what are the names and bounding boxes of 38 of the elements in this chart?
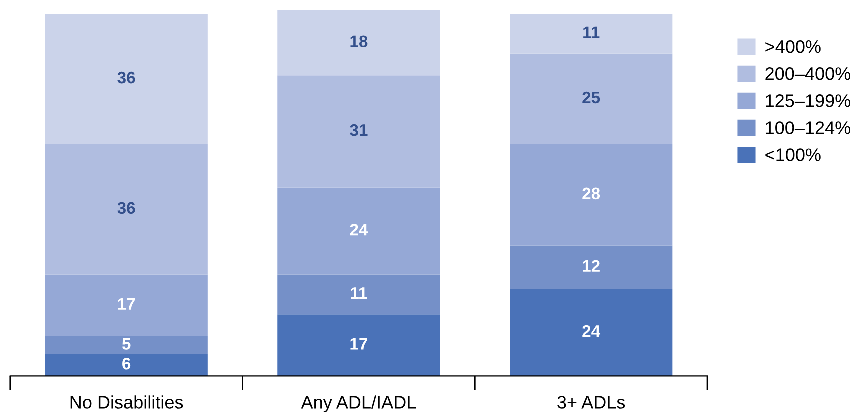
bar <box>510 14 673 54</box>
data-label: 11 <box>584 26 600 38</box>
bar <box>45 14 208 144</box>
data-label: 17 <box>118 298 136 310</box>
data-label: 31 <box>350 124 368 136</box>
legend-label: 100–124% <box>766 122 850 134</box>
data-label: 36 <box>118 72 136 84</box>
data-label: 36 <box>118 202 136 214</box>
bar <box>278 314 440 376</box>
bar <box>510 289 673 376</box>
bar <box>278 274 440 315</box>
legend-label: 200–400% <box>766 68 850 80</box>
legend-label: >400% <box>766 40 821 54</box>
data-label: 25 <box>582 92 600 104</box>
bar <box>510 144 673 246</box>
data-label: 5 <box>122 338 131 350</box>
bar <box>45 144 208 275</box>
bar <box>278 10 440 76</box>
data-label: 17 <box>350 338 368 350</box>
bar <box>510 54 673 144</box>
bar <box>278 188 440 275</box>
data-label: 18 <box>350 36 368 48</box>
data-label: 12 <box>583 260 600 272</box>
bar <box>45 354 208 376</box>
bar <box>278 76 440 188</box>
data-label: 28 <box>582 188 600 200</box>
data-label: 24 <box>582 325 601 338</box>
data-label: 11 <box>351 288 368 300</box>
bar <box>510 246 673 290</box>
legend-label: 125–199% <box>766 94 850 108</box>
legend-label: <100% <box>766 148 821 162</box>
x-tick-label: No Disabilities <box>70 396 184 409</box>
data-label: 6 <box>122 358 131 370</box>
bar <box>45 336 208 354</box>
x-tick-label: 3+ ADLs <box>558 396 626 409</box>
data-label: 24 <box>350 224 368 236</box>
x-tick-label: Any ADL/IADL <box>301 396 416 412</box>
bar <box>45 274 208 336</box>
